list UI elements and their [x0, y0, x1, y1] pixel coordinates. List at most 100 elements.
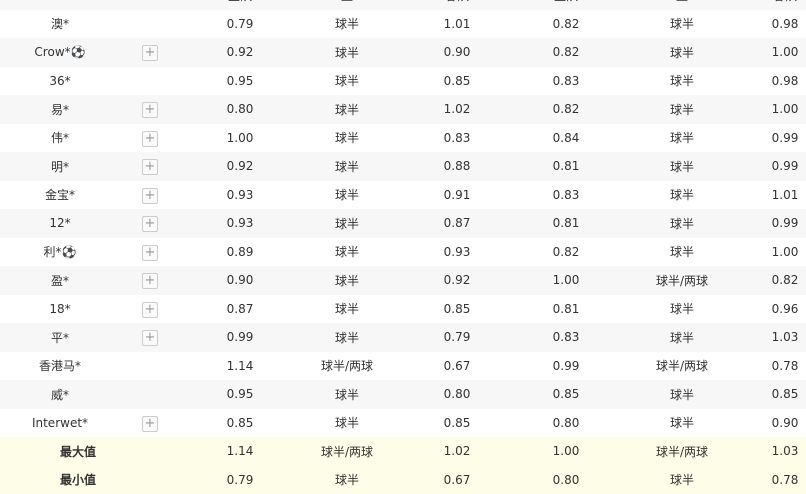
- odds-value: 0.93: [227, 188, 254, 202]
- odds-value: 球半: [670, 101, 694, 118]
- odds-value: 0.99: [772, 159, 799, 173]
- odds-value: 球半/两球: [321, 357, 373, 374]
- odds-value: 球半: [335, 44, 359, 61]
- odds-value: 球半: [670, 300, 694, 317]
- odds-value: 0.84: [553, 131, 580, 145]
- odds-value: 球半: [335, 300, 359, 317]
- odds-value: 球半: [670, 386, 694, 403]
- odds-value: 1.02: [444, 102, 471, 116]
- odds-value: 0.79: [227, 17, 254, 31]
- odds-value: 0.87: [227, 302, 254, 316]
- odds-value: 1.14: [227, 359, 254, 373]
- odds-value: 0.81: [553, 216, 580, 230]
- plus-icon[interactable]: +: [142, 188, 158, 204]
- summary-value: 1.00: [553, 444, 580, 458]
- odds-value: 0.85: [444, 302, 471, 316]
- bookmaker-name: 金宝*: [45, 186, 75, 203]
- bookmaker-name: 易*: [51, 101, 69, 118]
- odds-value: 0.79: [444, 330, 471, 344]
- odds-value: 0.95: [227, 387, 254, 401]
- plus-icon[interactable]: +: [142, 302, 158, 318]
- odds-value: 0.90: [772, 416, 799, 430]
- column-header: 主队: [228, 0, 252, 4]
- odds-value: 0.83: [553, 330, 580, 344]
- summary-value: 1.14: [227, 444, 254, 458]
- odds-value: 0.95: [227, 74, 254, 88]
- plus-icon[interactable]: +: [142, 330, 158, 346]
- column-header: 客队: [773, 0, 797, 4]
- odds-value: 0.92: [227, 45, 254, 59]
- summary-label: 最小值: [60, 471, 96, 488]
- odds-value: 球半/两球: [656, 357, 708, 374]
- plus-icon[interactable]: +: [142, 102, 158, 118]
- odds-value: 0.83: [444, 131, 471, 145]
- odds-value: 球半: [335, 243, 359, 260]
- odds-value: 球半: [670, 158, 694, 175]
- summary-value: 球半/两球: [321, 443, 373, 460]
- odds-value: 0.87: [444, 216, 471, 230]
- plus-icon[interactable]: +: [142, 131, 158, 147]
- odds-value: 0.81: [553, 159, 580, 173]
- odds-value: 球半: [335, 101, 359, 118]
- bookmaker-name: 18*: [49, 302, 70, 316]
- summary-value: 球半: [670, 471, 694, 488]
- bookmaker-name: 伟*: [51, 129, 69, 146]
- odds-value: 0.90: [444, 45, 471, 59]
- bookmaker-name: 利*⚽: [44, 243, 77, 260]
- plus-icon[interactable]: +: [142, 216, 158, 232]
- odds-value: 0.82: [553, 102, 580, 116]
- odds-value: 0.89: [227, 245, 254, 259]
- odds-value: 1.01: [444, 17, 471, 31]
- odds-value: 球半: [335, 186, 359, 203]
- bookmaker-name: 36*: [49, 74, 70, 88]
- odds-value: 0.85: [772, 387, 799, 401]
- summary-value: 球半/两球: [656, 443, 708, 460]
- summary-value: 0.80: [553, 473, 580, 487]
- bookmaker-name: Interwet*: [32, 416, 88, 430]
- odds-value: 球半: [335, 158, 359, 175]
- bookmaker-name: 香港马*: [39, 357, 81, 374]
- odds-value: 0.99: [772, 216, 799, 230]
- odds-value: 0.83: [553, 74, 580, 88]
- summary-value: 1.03: [772, 444, 799, 458]
- odds-value: 球半: [670, 72, 694, 89]
- bookmaker-name: 明*: [51, 158, 69, 175]
- odds-value: 0.98: [772, 74, 799, 88]
- odds-value: 0.82: [772, 273, 799, 287]
- column-header: 客队: [445, 0, 469, 4]
- summary-value: 0.67: [444, 473, 471, 487]
- odds-value: 球半: [335, 329, 359, 346]
- odds-value: 1.01: [772, 188, 799, 202]
- odds-value: 1.00: [227, 131, 254, 145]
- bookmaker-name: 平*: [51, 329, 69, 346]
- bookmaker-name: 威*: [51, 386, 69, 403]
- odds-value: 球半: [670, 44, 694, 61]
- plus-icon[interactable]: +: [142, 273, 158, 289]
- odds-value: 0.67: [444, 359, 471, 373]
- summary-value: 1.02: [444, 444, 471, 458]
- odds-value: 球半: [335, 72, 359, 89]
- odds-value: 0.85: [444, 416, 471, 430]
- odds-value: 0.96: [772, 302, 799, 316]
- odds-value: 球半: [335, 129, 359, 146]
- plus-icon[interactable]: +: [142, 159, 158, 175]
- odds-value: 0.93: [227, 216, 254, 230]
- plus-icon[interactable]: +: [142, 45, 158, 61]
- bookmaker-name: Crow*⚽: [34, 45, 85, 59]
- plus-icon[interactable]: +: [142, 416, 158, 432]
- odds-value: 0.91: [444, 188, 471, 202]
- plus-icon[interactable]: +: [142, 245, 158, 261]
- odds-value: 0.93: [444, 245, 471, 259]
